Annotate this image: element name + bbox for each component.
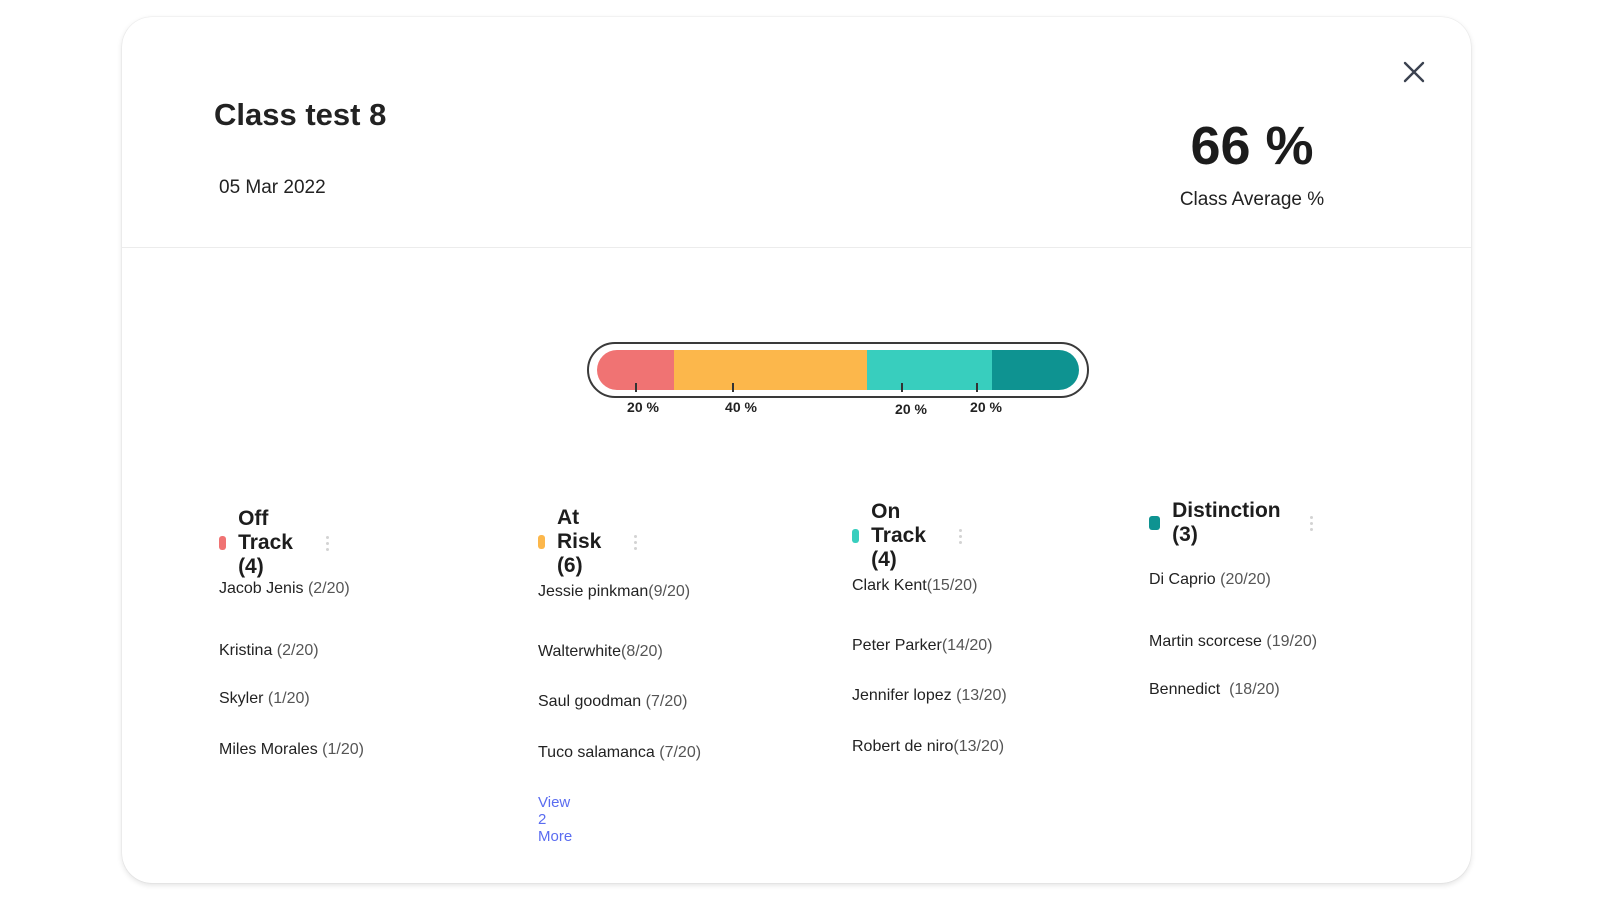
student-name: Bennedict	[1149, 681, 1230, 698]
student-row: Skyler (1/20)	[219, 690, 310, 708]
student-score: (1/20)	[267, 690, 310, 707]
student-row: Miles Morales (1/20)	[219, 741, 364, 759]
student-name: Tuco salamanca	[538, 744, 660, 761]
kebab-menu-icon[interactable]	[634, 534, 638, 550]
student-name: Jessie pinkman	[538, 583, 649, 600]
student-row: Peter Parker(14/20)	[852, 637, 993, 655]
group-color-swatch	[538, 535, 545, 549]
student-score: (18/20)	[1229, 681, 1280, 698]
group-color-swatch	[219, 536, 227, 550]
class-test-modal: Class test 8 05 Mar 2022 66 % Class Aver…	[122, 17, 1471, 883]
bar-tick-label: 20 %	[970, 399, 1002, 415]
bar-segment-off-track	[597, 350, 675, 390]
student-name: Robert de niro	[852, 738, 954, 755]
group-header: Off Track (4)	[219, 507, 329, 579]
bar-segment-distinction	[992, 350, 1079, 390]
group-header: On Track (4)	[852, 500, 962, 572]
student-row: Walterwhite(8/20)	[538, 643, 663, 661]
group-label: At Risk (6)	[556, 506, 602, 577]
student-name: Miles Morales	[219, 741, 323, 758]
student-name: Di Caprio	[1149, 571, 1221, 588]
test-date: 05 Mar 2022	[219, 177, 326, 198]
student-name: Kristina	[219, 642, 277, 659]
student-score: (9/20)	[648, 583, 691, 600]
kebab-menu-icon[interactable]	[958, 528, 962, 544]
student-score: (7/20)	[645, 693, 688, 710]
student-score: (7/20)	[659, 744, 702, 761]
student-row: Jessie pinkman(9/20)	[538, 583, 690, 601]
student-row: Clark Kent(15/20)	[852, 577, 977, 595]
student-row: Tuco salamanca (7/20)	[538, 744, 701, 762]
header-divider	[122, 247, 1471, 248]
student-name: Jennifer lopez	[852, 687, 957, 704]
student-score: (13/20)	[956, 687, 1007, 704]
student-score: (15/20)	[926, 577, 978, 594]
bar-tick-label: 20 %	[895, 401, 927, 417]
student-name: Saul goodman	[538, 693, 646, 710]
student-name: Peter Parker	[852, 637, 942, 654]
bar-segment-on-track	[866, 350, 993, 390]
student-row: Di Caprio (20/20)	[1149, 571, 1271, 589]
student-name: Clark Kent	[852, 577, 927, 594]
student-row: Jacob Jenis (2/20)	[219, 580, 350, 598]
group-color-swatch	[852, 529, 860, 543]
student-score: (13/20)	[953, 738, 1005, 755]
close-button[interactable]	[1397, 55, 1431, 89]
bar-tick-label: 20 %	[627, 399, 659, 415]
bar-segment-at-risk	[674, 350, 867, 390]
student-score: (19/20)	[1266, 633, 1318, 650]
group-header: At Risk (6)	[538, 506, 638, 578]
student-score: (14/20)	[941, 637, 993, 654]
student-row: Robert de niro(13/20)	[852, 738, 1004, 756]
group-label: On Track (4)	[871, 500, 927, 571]
test-title: Class test 8	[214, 97, 387, 132]
student-name: Martin scorcese	[1149, 633, 1267, 650]
view-more-link[interactable]: View 2 More	[538, 794, 573, 845]
student-row: Kristina (2/20)	[219, 642, 319, 660]
bar-tick-label: 40 %	[725, 399, 757, 415]
student-row: Jennifer lopez (13/20)	[852, 687, 1007, 705]
student-score: (1/20)	[322, 741, 364, 758]
student-row: Saul goodman (7/20)	[538, 693, 687, 711]
student-score: (8/20)	[620, 643, 663, 660]
kebab-menu-icon[interactable]	[325, 535, 329, 551]
distribution-bar-track	[597, 350, 1079, 390]
student-name: Jacob Jenis	[219, 580, 308, 597]
close-icon[interactable]	[1403, 61, 1425, 83]
student-row: Bennedict (18/20)	[1149, 681, 1280, 699]
student-score: (20/20)	[1220, 571, 1271, 588]
kebab-menu-icon[interactable]	[1309, 515, 1313, 531]
student-score: (2/20)	[276, 642, 319, 659]
class-average-value: 66 %	[1190, 116, 1314, 176]
group-label: Distinction (3)	[1172, 499, 1281, 546]
distribution-bar	[587, 342, 1089, 398]
group-label: Off Track (4)	[238, 507, 293, 578]
group-header: Distinction (3)	[1149, 499, 1313, 547]
student-row: Martin scorcese (19/20)	[1149, 633, 1317, 651]
student-score: (2/20)	[307, 580, 350, 597]
group-color-swatch	[1149, 516, 1161, 530]
class-average-label: Class Average %	[1179, 189, 1325, 210]
student-name: Skyler	[219, 690, 268, 707]
student-name: Walterwhite	[538, 643, 621, 660]
